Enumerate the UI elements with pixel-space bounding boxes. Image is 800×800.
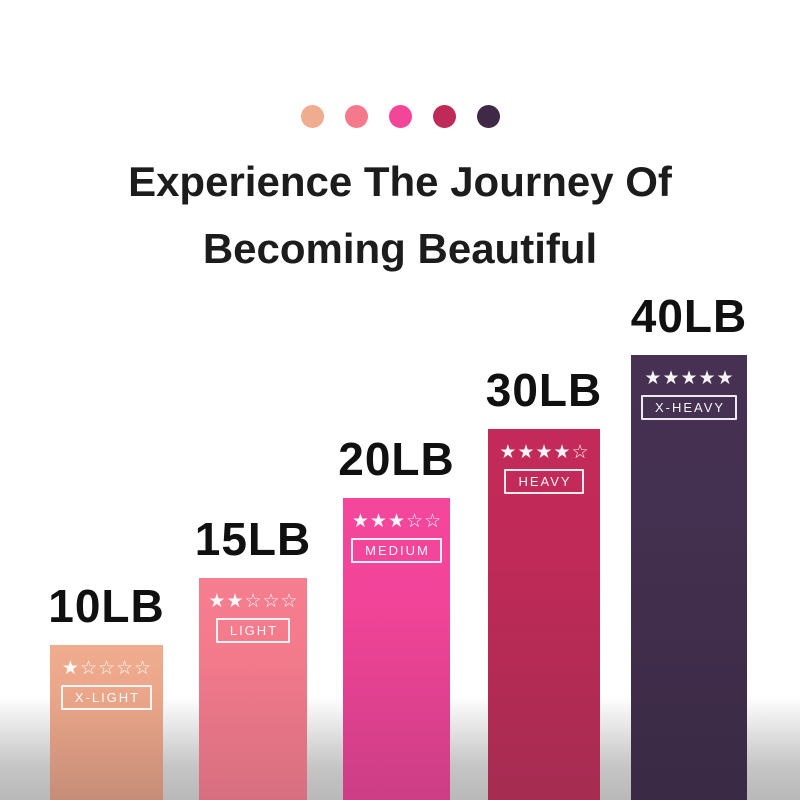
- palette-dot-icon: [300, 105, 324, 128]
- level-badge: HEAVY: [504, 468, 584, 494]
- bar-10lb: ★☆☆☆☆ X-LIGHT: [50, 645, 163, 800]
- star-rating: ★☆☆☆☆: [61, 657, 153, 679]
- bar-40lb: ★★★★★ X-HEAVY: [631, 355, 747, 800]
- palette-dot-icon: [388, 105, 412, 128]
- star-rating: ★★☆☆☆: [208, 590, 299, 612]
- star-rating: ★★★☆☆: [351, 510, 443, 532]
- page-title-line2: Becoming Beautiful: [202, 225, 598, 272]
- level-badge: X-HEAVY: [640, 394, 738, 420]
- bar-group-20lb: 20LB ★★★☆☆ MEDIUM: [338, 433, 454, 800]
- color-palette-row: [0, 105, 800, 128]
- palette-dot-icon: [344, 105, 368, 128]
- star-rating: ★★★★☆: [499, 441, 590, 463]
- level-badge: LIGHT: [215, 617, 291, 643]
- page-title: Experience The Journey Of Becoming Beaut…: [0, 148, 800, 282]
- bar-20lb: ★★★☆☆ MEDIUM: [343, 498, 450, 800]
- star-rating: ★★★★★: [644, 367, 735, 389]
- bar-weight-label: 40LB: [630, 290, 748, 342]
- bar-weight-label: 30LB: [485, 364, 603, 416]
- bar-weight-label: 15LB: [194, 513, 312, 565]
- bar-group-30lb: 30LB ★★★★☆ HEAVY: [486, 364, 601, 800]
- page-title-line1: Experience The Journey Of: [128, 158, 672, 205]
- bar-weight-label: 10LB: [48, 580, 165, 632]
- palette-dot-icon: [476, 105, 500, 128]
- palette-dot-icon: [432, 105, 456, 128]
- bar-30lb: ★★★★☆ HEAVY: [488, 429, 600, 800]
- bar-weight-label: 20LB: [338, 433, 455, 485]
- bar-group-40lb: 40LB ★★★★★ X-HEAVY: [631, 290, 747, 800]
- level-badge: MEDIUM: [351, 537, 442, 563]
- bar-group-15lb: 15LB ★★☆☆☆ LIGHT: [195, 513, 310, 800]
- bar-group-10lb: 10LB ★☆☆☆☆ X-LIGHT: [48, 580, 164, 800]
- level-badge: X-LIGHT: [60, 684, 153, 710]
- bar-15lb: ★★☆☆☆ LIGHT: [199, 578, 307, 800]
